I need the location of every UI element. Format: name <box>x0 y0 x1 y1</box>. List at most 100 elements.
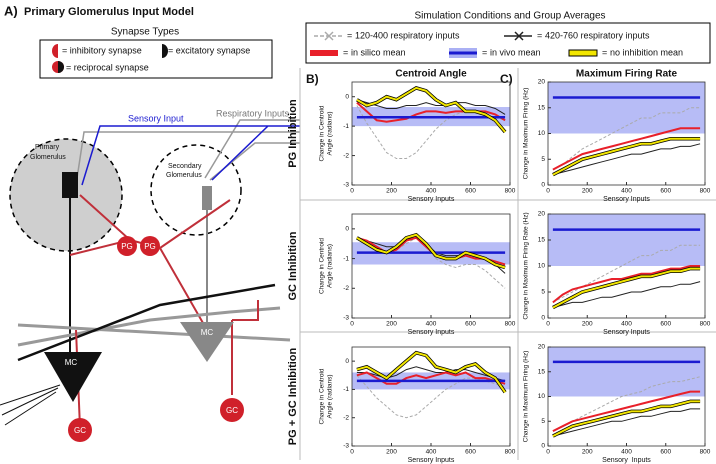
x-tick-label: 400 <box>426 188 437 195</box>
y-axis-label: Change in Centroid <box>319 368 326 424</box>
x-tick-label: 400 <box>621 188 632 195</box>
cell-label: PG <box>121 242 133 251</box>
synapse-box <box>39 39 273 79</box>
series-line <box>552 281 701 309</box>
y-tick-label: 5 <box>541 156 545 163</box>
cell-label: PG <box>144 242 156 251</box>
y-axis-label: Angle (radians) <box>327 111 334 155</box>
x-axis-label: Sensory Inputs <box>408 329 455 336</box>
input-label: Respiratory Inputs <box>216 108 290 118</box>
input-label: Sensory Input <box>128 113 184 123</box>
synapse-label: = excitatory synapse <box>168 45 250 55</box>
y-tick-label: 0 <box>345 358 349 365</box>
y-tick-label: -1 <box>343 123 349 130</box>
y-tick-label: -2 <box>343 414 349 421</box>
chart: Centroid Angle -3 -2 -1 0 0 200 400 600 800 Sensor… <box>319 69 516 203</box>
y-axis-label: Change in Maximum Firing (Hz) <box>523 88 530 180</box>
legend-label: in vivo mean <box>490 47 541 57</box>
legend-eq: = <box>343 47 348 57</box>
x-axis-label: Sensory Inputs <box>603 196 650 203</box>
mc-dendrite <box>62 172 78 198</box>
x-tick-label: 800 <box>700 449 711 456</box>
x-tick-label: 0 <box>546 449 550 456</box>
row-label: PG Inhibition <box>287 99 299 168</box>
chart-title: Maximum Firing Rate <box>576 69 678 80</box>
legend-eq: = <box>602 47 607 57</box>
synapse-label: = inhibitory synapse <box>62 45 142 55</box>
series-line <box>356 351 506 393</box>
series-line <box>552 143 701 176</box>
y-tick-label: 0 <box>541 315 545 322</box>
glomerulus-label: Glomerulus <box>30 154 66 161</box>
legend-label: no inhibition mean <box>610 47 683 57</box>
x-tick-label: 800 <box>505 321 516 328</box>
y-axis-label: Change in Maximum Firing (Hz) <box>523 351 530 443</box>
legend-box <box>305 22 711 64</box>
y-tick-label: 20 <box>538 344 546 351</box>
pg-cell <box>117 236 137 256</box>
legend-swatch <box>568 49 598 57</box>
y-tick-label: -3 <box>343 315 349 322</box>
legend-marker <box>324 31 334 41</box>
row-label: PG + GC Inhibition <box>287 347 299 445</box>
x-tick-label: 600 <box>465 449 476 456</box>
in-vivo-band <box>548 82 705 134</box>
in-vivo-band <box>548 347 705 397</box>
reciprocal-icon <box>58 61 64 73</box>
mc-axon <box>0 384 61 426</box>
y-tick-label: -2 <box>343 285 349 292</box>
in-vivo-band <box>548 214 705 266</box>
y-tick-label: -1 <box>343 386 349 393</box>
panel-title: Primary Glomerulus Input Model <box>24 6 194 18</box>
legend: = 120-400 respiratory inputs = 420-760 resp… <box>310 30 683 58</box>
x-axis-label: Sensory Inputs <box>408 196 455 203</box>
x-tick-label: 800 <box>700 321 711 328</box>
row-label: GC Inhibition <box>287 231 299 300</box>
x-axis-label: Sensory Inputs <box>602 457 651 464</box>
legend-eq: = <box>537 30 542 40</box>
chart-title: Centroid Angle <box>395 69 467 80</box>
y-axis-label: Change in Centroid <box>319 105 326 161</box>
y-tick-label: 15 <box>538 237 546 244</box>
separator <box>299 68 716 460</box>
secondary-glomerulus <box>150 144 242 236</box>
mc-lateral <box>17 306 291 347</box>
y-axis-label: Angle (radians) <box>327 374 334 418</box>
panel-letter: A) <box>4 3 18 18</box>
x-tick-label: 600 <box>465 321 476 328</box>
gc-cell <box>68 418 92 442</box>
series-line <box>552 127 701 171</box>
cell-label: MC <box>201 328 214 337</box>
mc-lateral <box>17 283 276 362</box>
series-line <box>552 390 701 432</box>
series-line <box>552 400 701 437</box>
chart: -3 -2 -1 0 0 200 400 600 800 Sensory Inputs Change… <box>319 213 516 336</box>
x-tick-label: 800 <box>700 188 711 195</box>
series-line <box>356 86 506 133</box>
gc-cell <box>220 398 244 422</box>
x-tick-label: 200 <box>582 188 593 195</box>
x-tick-label: 800 <box>505 449 516 456</box>
synapse-title: Synapse Types <box>111 27 179 38</box>
y-axis-label: Change in Maximum Firing Rate (Hz) <box>523 212 530 319</box>
cell-label: GC <box>226 406 238 415</box>
y-tick-label: -3 <box>343 443 349 450</box>
panel-letter: B) <box>306 72 319 86</box>
legend-swatch <box>310 50 338 56</box>
y-tick-label: 10 <box>538 393 546 400</box>
x-tick-label: 400 <box>426 321 437 328</box>
glomerulus-label: Glomerulus <box>166 172 202 179</box>
x-axis-label: Sensory Inputs <box>603 329 650 336</box>
y-tick-label: 15 <box>538 368 546 375</box>
x-tick-label: 0 <box>546 188 550 195</box>
y-tick-label: 10 <box>538 130 546 137</box>
legend-eq: = <box>347 30 352 40</box>
x-tick-label: 400 <box>426 449 437 456</box>
x-tick-label: 600 <box>660 321 671 328</box>
x-tick-label: 400 <box>621 321 632 328</box>
series-line <box>552 408 701 437</box>
series-line <box>552 244 701 303</box>
y-axis-label: Change in Centroid <box>319 238 326 294</box>
